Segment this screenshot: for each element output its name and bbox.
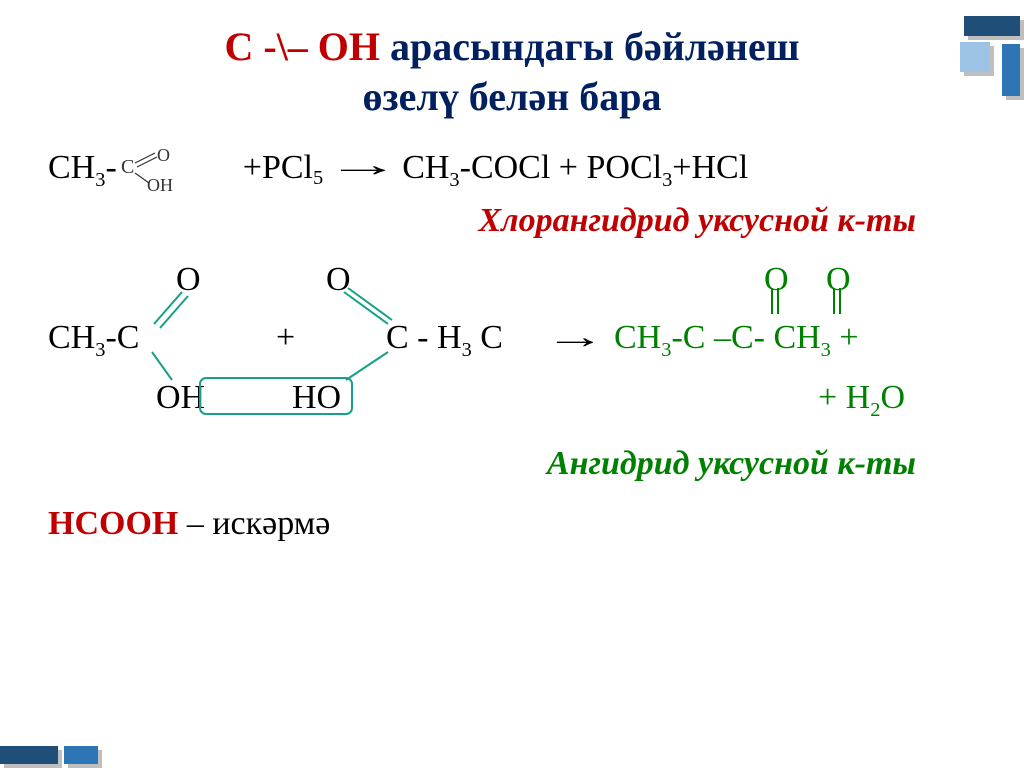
r2-OH: ОН (156, 376, 205, 420)
r2-O-left: О (176, 258, 201, 302)
r2-O-g2: О (826, 258, 851, 302)
hcooh-word: искәрмә (212, 505, 330, 542)
reaction-2: О О О О СН3-С + С - Н3 С → СН3-С –С- СН3… (48, 258, 976, 448)
r2-rhs: СН3-С –С- СН3 + (614, 316, 859, 363)
r1-rhs: CH3-COCl + POCl3+HCl (402, 149, 748, 186)
r1-ch3: СН3- (48, 149, 117, 186)
hcooh-formula: НСООН (48, 505, 178, 542)
cooh-fragment: C O OH (117, 145, 175, 191)
r2-plus: + (276, 316, 295, 360)
r2-arrow: → (544, 316, 605, 360)
r2-lhs1: СН3-С (48, 316, 139, 363)
deco-bottom-left (0, 728, 110, 768)
r2-water: + Н2О (818, 376, 905, 423)
reaction-1: СН3- C O OH +PCl5 → CH3-COCl + POCl3+HCl (48, 146, 976, 193)
r2-lhs2: С - Н3 С (386, 316, 503, 363)
reaction-1-label: Хлорангидрид уксусной к-ты (48, 199, 976, 243)
title-formula: С -\– ОН (224, 24, 380, 69)
hcooh-note: НСООН – искәрмә (48, 502, 976, 546)
r1-pcl5: +PCl5 (243, 149, 323, 186)
deco-top-right (934, 20, 1024, 110)
reaction-2-label: Ангидрид уксусной к-ты (48, 442, 976, 486)
title-line2: өзелү белән бара (363, 74, 662, 119)
r2-HO: НО (292, 376, 341, 420)
content-area: СН3- C O OH +PCl5 → CH3-COCl + POCl3+HCl… (0, 122, 1024, 546)
svg-text:C: C (121, 156, 134, 178)
hcooh-dash: – (178, 505, 212, 542)
r1-spacer (183, 149, 234, 186)
slide-title: С -\– ОН арасындагы бәйләнеш өзелү белән… (0, 0, 1024, 122)
svg-text:O: O (157, 145, 170, 165)
r1-arrow: → (325, 144, 400, 188)
title-line1-rest: арасындагы бәйләнеш (380, 24, 799, 69)
r2-O-right: О (326, 258, 351, 302)
svg-text:OH: OH (147, 175, 173, 191)
r2-O-g1: О (764, 258, 789, 302)
